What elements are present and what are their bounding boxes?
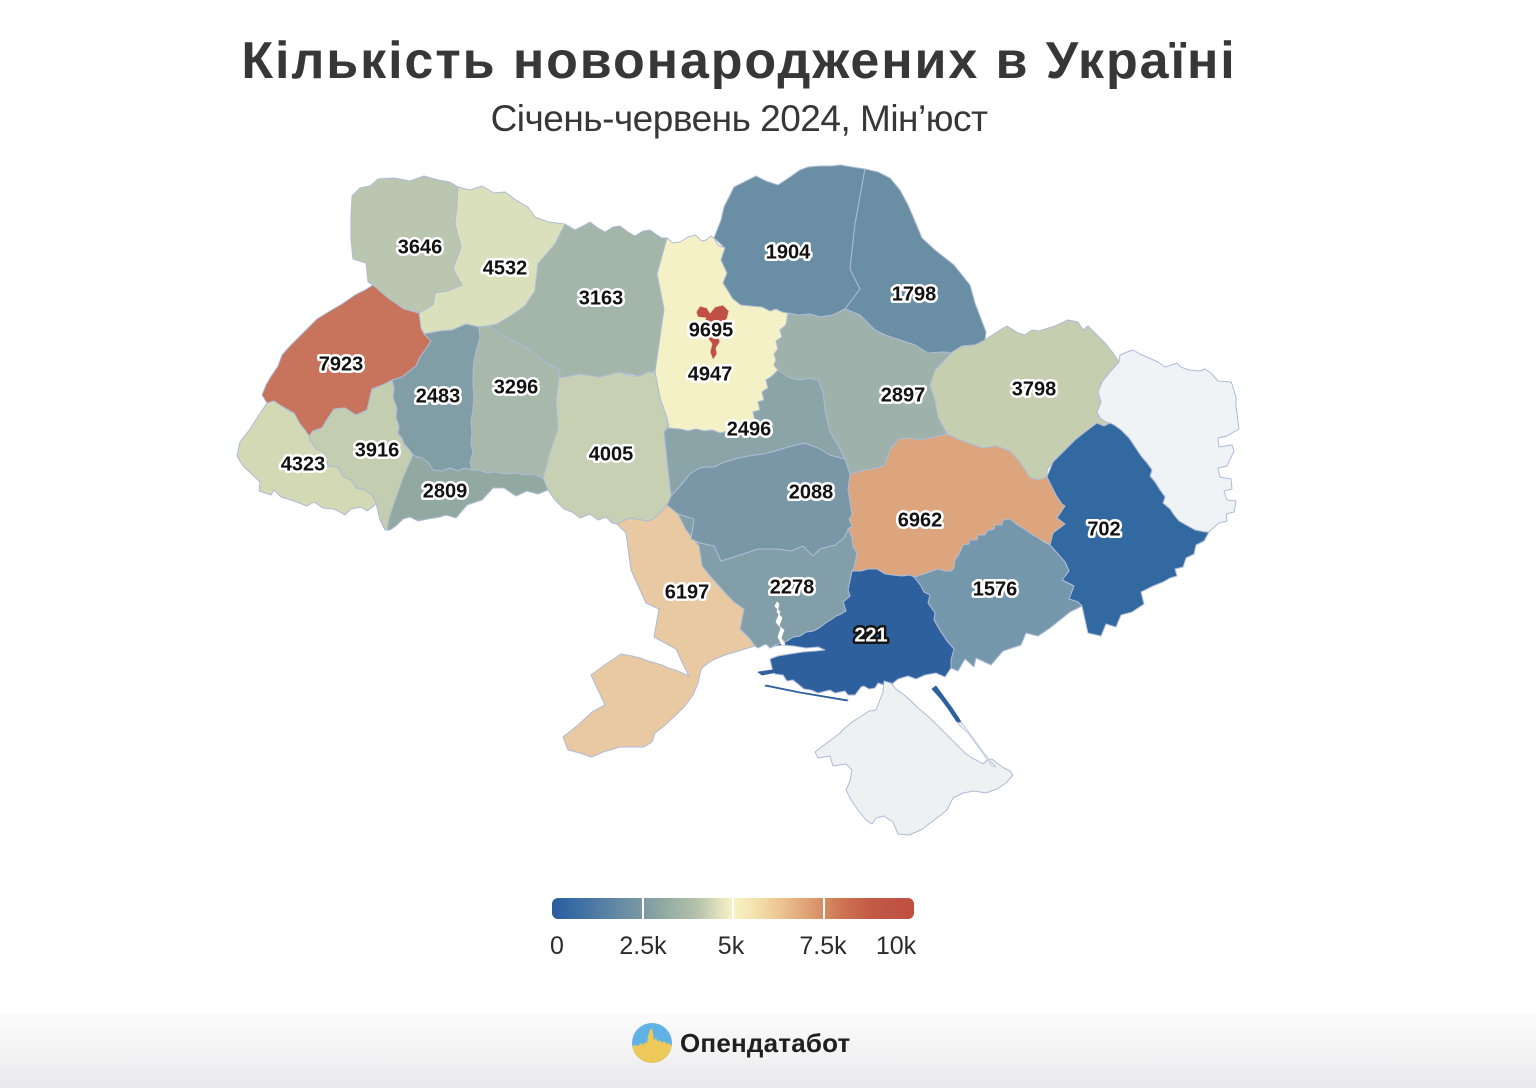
svg-text:2088: 2088 — [789, 481, 834, 503]
svg-text:3916: 3916 — [355, 439, 400, 461]
svg-text:6197: 6197 — [665, 581, 710, 603]
svg-text:1798: 1798 — [892, 283, 937, 305]
svg-text:2496: 2496 — [727, 418, 772, 440]
svg-text:702: 702 — [1087, 518, 1120, 540]
svg-text:4532: 4532 — [483, 257, 528, 279]
svg-text:2897: 2897 — [881, 384, 926, 406]
svg-text:6962: 6962 — [898, 509, 943, 531]
svg-text:221: 221 — [854, 624, 887, 646]
svg-text:3646: 3646 — [398, 236, 443, 258]
svg-text:2483: 2483 — [416, 385, 461, 407]
svg-text:3798: 3798 — [1012, 378, 1057, 400]
svg-text:4947: 4947 — [688, 363, 733, 385]
svg-text:3296: 3296 — [494, 376, 539, 398]
svg-text:7923: 7923 — [319, 353, 364, 375]
svg-text:4323: 4323 — [281, 453, 326, 475]
svg-text:4005: 4005 — [589, 443, 634, 465]
svg-text:1576: 1576 — [973, 578, 1018, 600]
svg-text:9695: 9695 — [689, 319, 734, 341]
svg-text:1904: 1904 — [766, 241, 811, 263]
svg-text:2809: 2809 — [423, 480, 468, 502]
svg-text:2278: 2278 — [770, 576, 815, 598]
svg-text:3163: 3163 — [579, 287, 624, 309]
